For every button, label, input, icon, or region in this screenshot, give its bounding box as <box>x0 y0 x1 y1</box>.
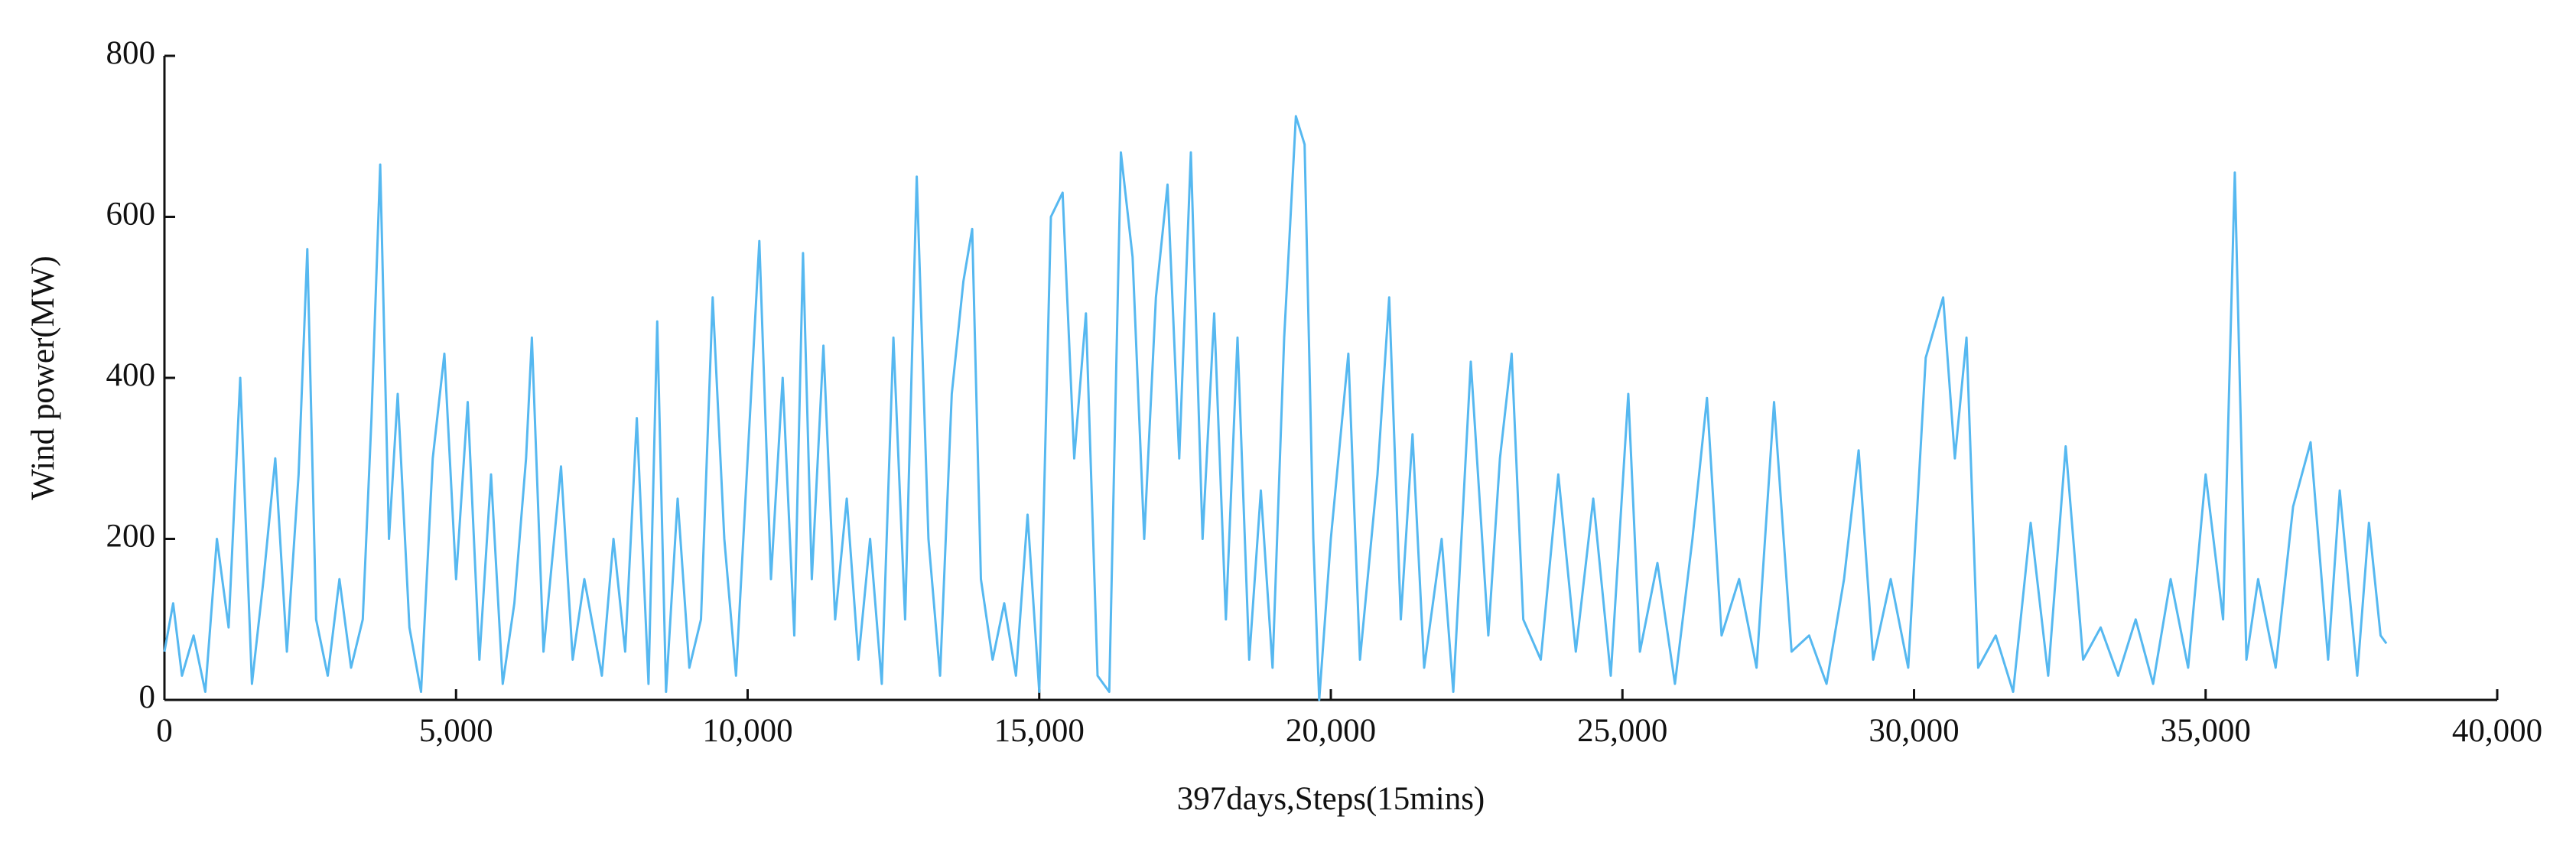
x-tick-label: 5,000 <box>419 713 493 749</box>
x-tick-label: 40,000 <box>2452 713 2542 749</box>
x-axis-label: 397days,Steps(15mins) <box>1177 781 1485 817</box>
x-tick-label: 30,000 <box>1869 713 1959 749</box>
y-tick-label: 0 <box>139 679 156 715</box>
x-tick-label: 25,000 <box>1577 713 1667 749</box>
y-tick-label: 200 <box>106 518 156 554</box>
x-tick-label: 20,000 <box>1286 713 1376 749</box>
x-tick-label: 15,000 <box>994 713 1085 749</box>
y-axis-label: Wind power(MW) <box>25 255 61 499</box>
y-tick-label: 800 <box>106 35 156 71</box>
y-tick-label: 400 <box>106 357 156 393</box>
x-tick-label: 10,000 <box>702 713 792 749</box>
data-line <box>163 115 2388 701</box>
x-tick-label: 0 <box>156 713 173 749</box>
y-tick-label: 600 <box>106 196 156 232</box>
x-tick-label: 35,000 <box>2161 713 2251 749</box>
